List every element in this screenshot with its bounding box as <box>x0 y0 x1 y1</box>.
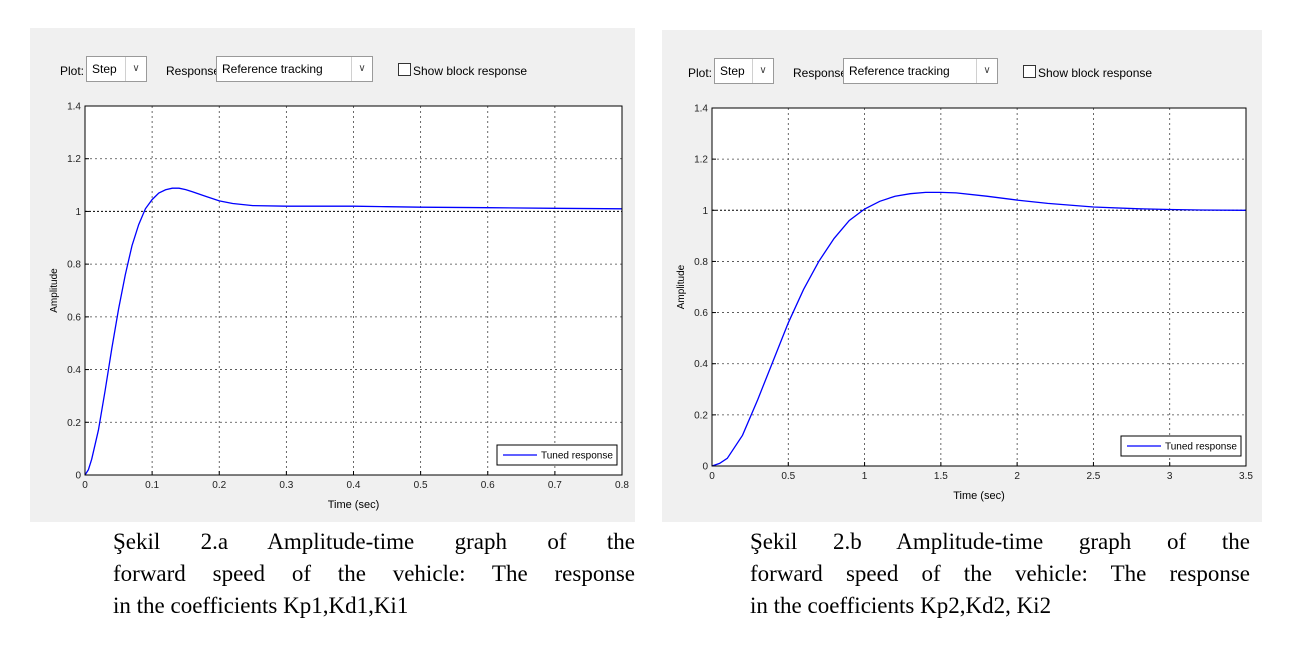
y-tick-label: 0.8 <box>67 260 81 271</box>
plot-label: Plot: <box>60 64 85 78</box>
y-tick-label: 1.4 <box>67 102 81 113</box>
legend-label: Tuned response <box>541 451 613 462</box>
show-block-response-label: Show block response <box>413 64 528 78</box>
x-tick-label: 3.5 <box>1239 471 1253 482</box>
plot-type-dropdown[interactable]: Step ∨ <box>714 58 774 84</box>
legend-box <box>1120 435 1242 457</box>
y-tick-label: 0 <box>75 471 81 482</box>
y-tick-label: 1 <box>702 206 708 217</box>
x-tick-label: 0.5 <box>781 471 795 482</box>
caption-line: forward speed of the vehicle: The respon… <box>750 561 1250 586</box>
response-label: Response: <box>166 64 224 78</box>
caption-line: in the coefficients Kp1,Kd1,Ki1 <box>113 593 409 618</box>
toolbar-b: Plot: Step ∨ Response: Reference trackin… <box>662 30 1262 90</box>
tuned-response-line <box>84 187 623 476</box>
y-axis-label: Amplitude <box>676 264 687 309</box>
x-tick-label: 0 <box>709 471 715 482</box>
response-dropdown[interactable]: Reference tracking ∨ <box>843 58 998 84</box>
x-tick-label: 0.2 <box>212 480 226 491</box>
y-tick-label: 0.2 <box>67 418 81 429</box>
x-tick-label: 0.3 <box>279 480 293 491</box>
y-tick-label: 0.2 <box>694 410 708 421</box>
tuned-response-line <box>711 191 1247 467</box>
x-tick-label: 3 <box>1167 471 1173 482</box>
toolbar-a: Plot: Step ∨ Response: Reference trackin… <box>30 28 635 88</box>
y-axis-label: Amplitude <box>49 268 60 313</box>
y-tick-label: 0.6 <box>694 308 708 319</box>
legend-box <box>496 444 618 466</box>
x-tick-label: 0.7 <box>548 480 562 491</box>
plot-label: Plot: <box>688 66 713 80</box>
caption-line: Şekil 2.b Amplitude-time graph of the <box>750 529 1250 554</box>
figure-caption-a: Şekil 2.a Amplitude-time graph of the fo… <box>113 526 635 622</box>
chevron-down-icon: ∨ <box>752 59 773 83</box>
y-tick-label: 1.2 <box>67 154 81 165</box>
chevron-down-icon: ∨ <box>125 57 146 81</box>
show-block-response-label: Show block response <box>1038 66 1153 80</box>
axes-box <box>84 105 623 476</box>
step-response-chart-a: 0 0.1 0.2 0.3 0.4 0.5 0.6 0.7 0.8 0 0.2 0.4 0.6 0.8 1 1… <box>49 102 629 512</box>
x-tick-label: 1 <box>862 471 868 482</box>
figure-caption-b: Şekil 2.b Amplitude-time graph of the fo… <box>750 526 1250 622</box>
caption-line: in the coefficients Kp2,Kd2, Ki2 <box>750 593 1052 618</box>
plot-type-value: Step <box>720 64 745 78</box>
y-tick-label: 0.6 <box>67 312 81 323</box>
y-tick-label: 0.4 <box>67 365 81 376</box>
y-tick-label: 1 <box>75 207 81 218</box>
x-tick-label: 0.4 <box>347 480 361 491</box>
y-tick-label: 0.8 <box>694 257 708 268</box>
show-block-response-checkbox[interactable] <box>398 63 411 76</box>
y-tick-label: 0.4 <box>694 359 708 370</box>
x-tick-label: 0.1 <box>145 480 159 491</box>
response-label: Response: <box>793 66 851 80</box>
x-axis-label: Time (sec) <box>328 499 380 511</box>
y-tick-label: 1.4 <box>694 104 708 115</box>
caption-line: forward speed of the vehicle: The respon… <box>113 561 635 586</box>
legend-label: Tuned response <box>1165 442 1237 453</box>
x-tick-label: 1.5 <box>934 471 948 482</box>
show-block-response-checkbox[interactable] <box>1023 65 1036 78</box>
x-tick-label: 0 <box>82 480 88 491</box>
y-tick-label: 0 <box>702 462 708 473</box>
response-panel-b: Plot: Step ∨ Response: Reference trackin… <box>662 30 1262 522</box>
y-tick-label: 1.2 <box>694 155 708 166</box>
plot-area <box>712 108 1246 466</box>
x-tick-label: 0.5 <box>414 480 428 491</box>
x-axis-label: Time (sec) <box>953 490 1005 502</box>
response-panel-a: Plot: Step ∨ Response: Reference trackin… <box>30 28 635 522</box>
response-value: Reference tracking <box>222 62 323 76</box>
x-tick-label: 0.8 <box>615 480 629 491</box>
x-tick-label: 0.6 <box>481 480 495 491</box>
caption-line: Şekil 2.a Amplitude-time graph of the <box>113 529 635 554</box>
x-tick-label: 2 <box>1014 471 1020 482</box>
response-value: Reference tracking <box>849 64 950 78</box>
step-response-chart-b: 0 0.5 1 1.5 2 2.5 3 3.5 0 0.2 0.4 0.6 0.8 1 1.2 1.4 Time… <box>676 104 1253 503</box>
chevron-down-icon: ∨ <box>351 57 372 81</box>
x-tick-label: 2.5 <box>1086 471 1100 482</box>
plot-type-value: Step <box>92 62 117 76</box>
chevron-down-icon: ∨ <box>976 59 997 83</box>
plot-type-dropdown[interactable]: Step ∨ <box>86 56 147 82</box>
axes-box <box>711 107 1247 467</box>
response-dropdown[interactable]: Reference tracking ∨ <box>216 56 373 82</box>
